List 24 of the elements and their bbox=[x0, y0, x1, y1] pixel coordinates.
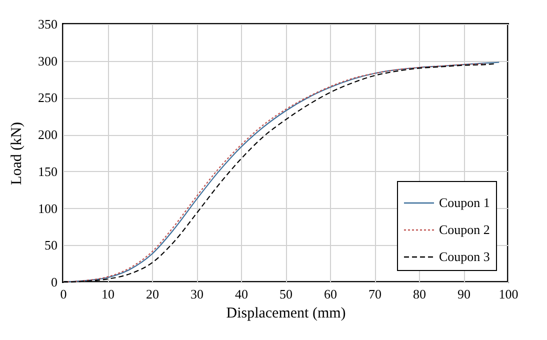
y-tick-label: 0 bbox=[51, 274, 58, 290]
x-tick-label: 0 bbox=[60, 286, 67, 302]
y-axis-title: Load (kN) bbox=[9, 122, 25, 185]
y-tick-label: 350 bbox=[38, 16, 58, 32]
legend-label: Coupon 3 bbox=[439, 249, 490, 264]
x-tick-label: 10 bbox=[102, 286, 114, 302]
legend-label: Coupon 1 bbox=[439, 195, 490, 210]
x-tick-label: 90 bbox=[458, 286, 470, 302]
y-tick-label: 100 bbox=[38, 200, 58, 216]
x-tick-label: 70 bbox=[368, 286, 382, 302]
x-tick-label: 80 bbox=[413, 286, 426, 302]
x-tick-label: 50 bbox=[280, 286, 292, 302]
y-tick-label: 250 bbox=[38, 90, 58, 106]
x-tick-label: 20 bbox=[146, 286, 159, 302]
legend-label: Coupon 2 bbox=[439, 222, 490, 237]
x-tick-label: 100 bbox=[498, 286, 518, 302]
y-tick-label: 150 bbox=[38, 164, 58, 179]
x-tick-label: 30 bbox=[190, 286, 204, 302]
x-tick-label: 40 bbox=[235, 286, 248, 302]
x-tick-label: 60 bbox=[324, 286, 337, 302]
y-tick-label: 50 bbox=[44, 238, 58, 253]
x-axis-title: Displacement (mm) bbox=[226, 306, 346, 322]
y-tick-label: 300 bbox=[38, 53, 58, 68]
y-tick-label: 200 bbox=[38, 127, 58, 142]
